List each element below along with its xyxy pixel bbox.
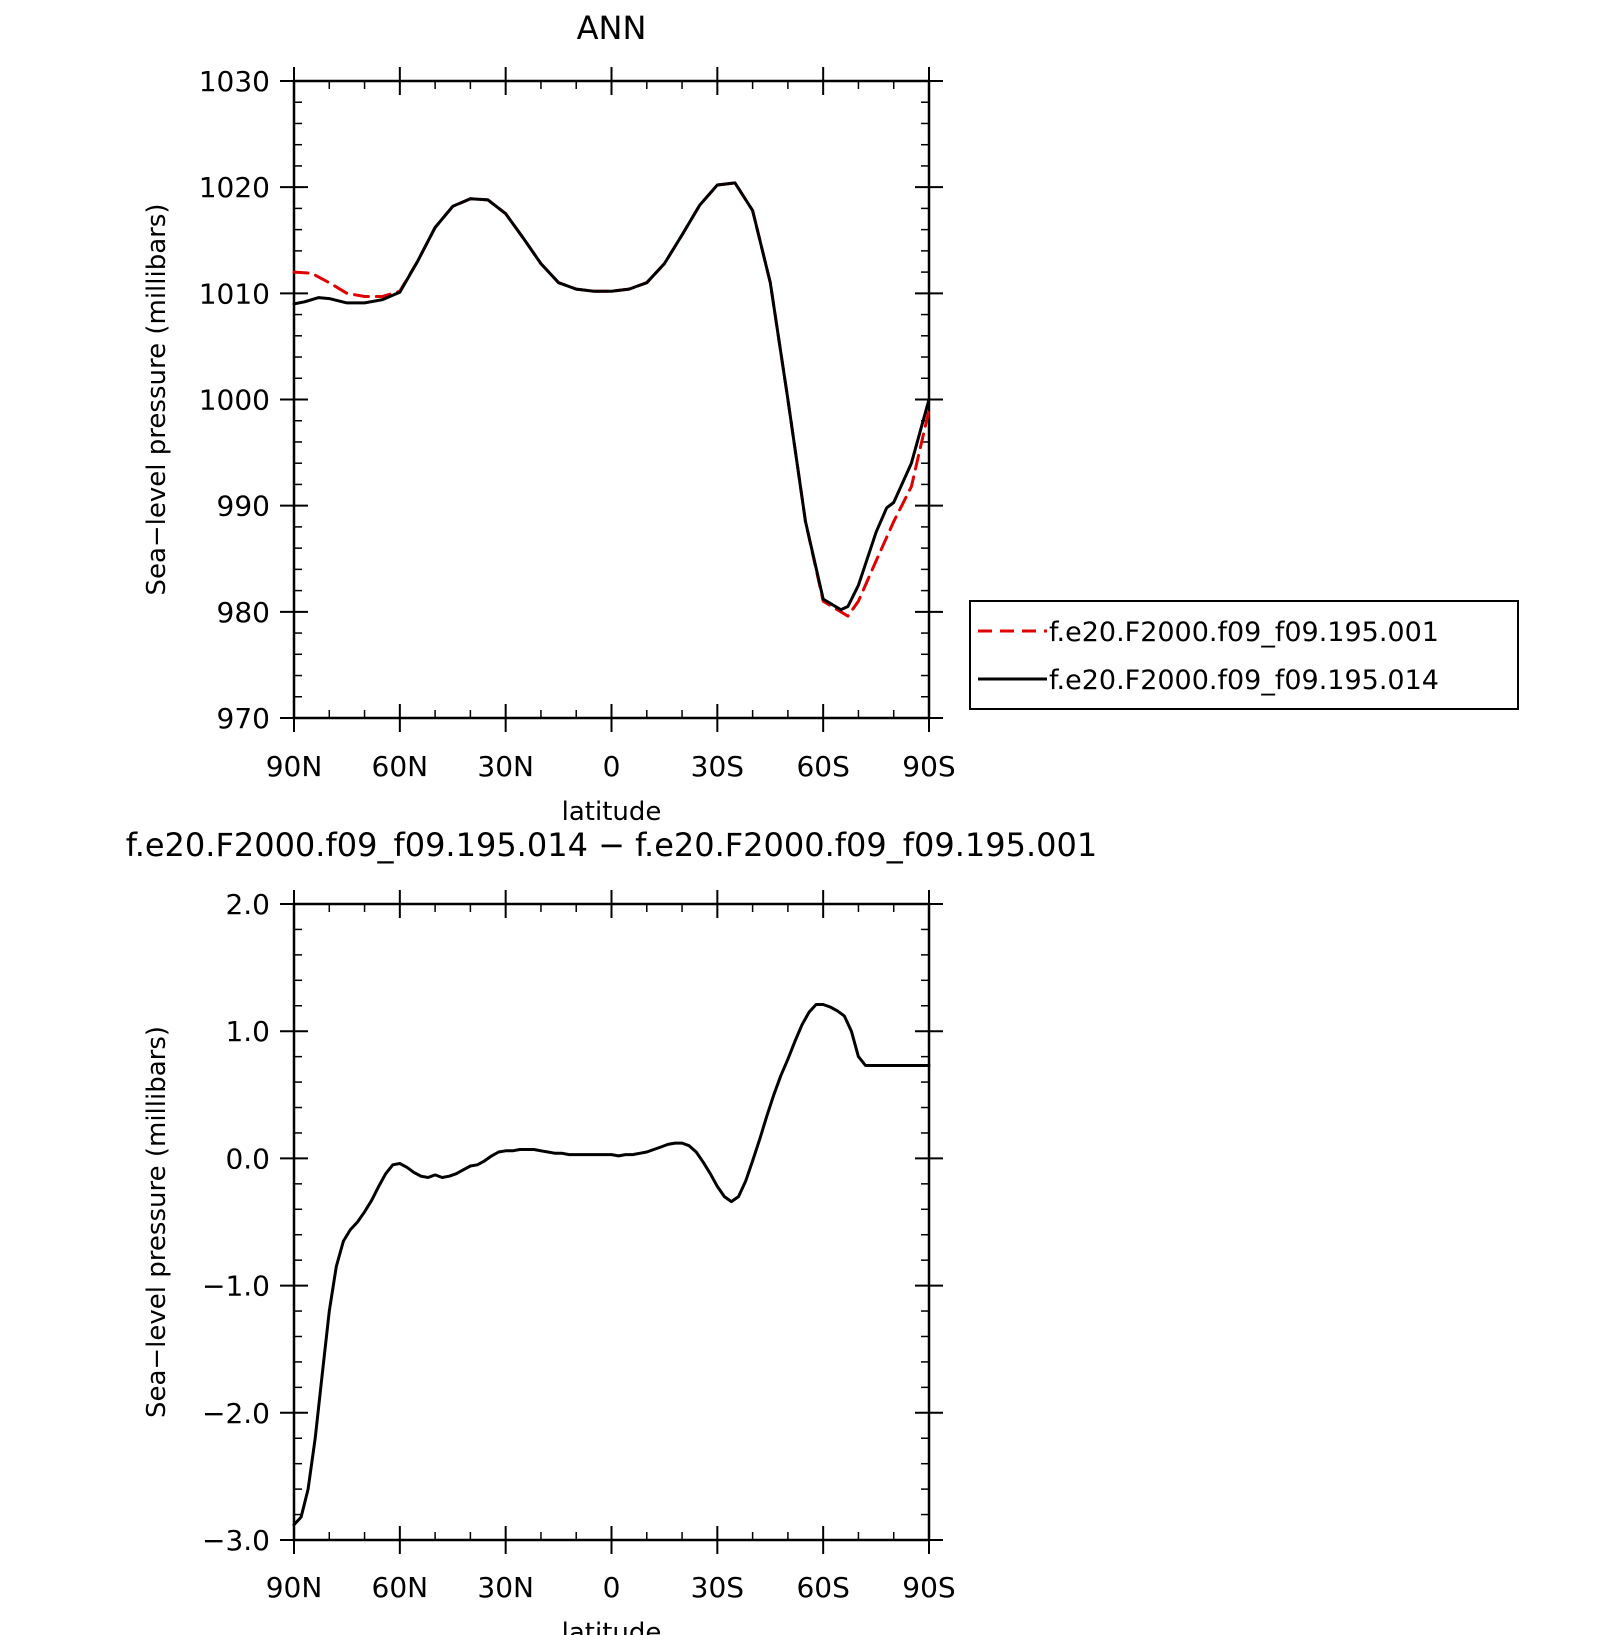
bottom-difference-chart: f.e20.F2000.f09_f09.195.014 − f.e20.F200… (126, 826, 1098, 1635)
y-tick-label: 1.0 (225, 1015, 270, 1048)
legend-label: f.e20.F2000.f09_f09.195.001 (1049, 617, 1439, 648)
x-tick-label: 90S (902, 1571, 955, 1604)
y-tick-label: 1000 (199, 384, 270, 417)
y-tick-label: 0.0 (225, 1142, 270, 1175)
x-tick-label: 30S (691, 1571, 744, 1604)
y-tick-label: 1030 (199, 65, 270, 98)
y-tick-label: 2.0 (225, 888, 270, 921)
y-tick-label: 980 (217, 596, 270, 629)
y-tick-label: −2.0 (202, 1397, 270, 1430)
x-axis-label: latitude (562, 797, 662, 827)
chart-title: f.e20.F2000.f09_f09.195.014 − f.e20.F200… (126, 826, 1098, 864)
top-line-chart: ANN 90N 60N 30N 0 30S 60S 90S 1030 1020 1010 1000 99… (142, 9, 1519, 827)
series-line-0 (292, 1003, 931, 1527)
legend-box (969, 600, 1519, 710)
x-tick-label: 30S (691, 750, 744, 783)
x-axis-label: latitude (562, 1618, 662, 1635)
chart-title: ANN (577, 9, 647, 47)
x-tick-label: 0 (603, 750, 621, 783)
y-tick-label: −1.0 (202, 1270, 270, 1303)
x-tick-label: 60S (796, 750, 849, 783)
x-tick-label: 90S (902, 750, 955, 783)
plot-frame (292, 902, 931, 1542)
x-tick-label: 30N (477, 750, 534, 783)
series-line-0 (292, 181, 931, 618)
x-tick-label: 30N (477, 1571, 534, 1604)
y-tick-label: −3.0 (202, 1524, 270, 1557)
y-axis-label: Sea−level pressure (millibars) (142, 203, 172, 595)
legend: f.e20.F2000.f09_f09.195.001 f.e20.F2000.f… (969, 600, 1519, 710)
series-line-1 (292, 181, 931, 612)
x-tick-label: 0 (603, 1571, 621, 1604)
y-tick-label: 1010 (199, 277, 270, 310)
y-tick-label: 990 (217, 490, 270, 523)
x-tick-label: 60N (372, 1571, 429, 1604)
x-tick-label: 90N (266, 750, 323, 783)
x-tick-label: 60S (796, 1571, 849, 1604)
y-tick-label: 970 (217, 702, 270, 735)
x-tick-label: 60N (372, 750, 429, 783)
x-tick-label: 90N (266, 1571, 323, 1604)
legend-label: f.e20.F2000.f09_f09.195.014 (1049, 665, 1439, 696)
plot-frame (292, 79, 931, 720)
y-axis-label: Sea−level pressure (millibars) (142, 1026, 172, 1418)
y-tick-label: 1020 (199, 171, 270, 204)
